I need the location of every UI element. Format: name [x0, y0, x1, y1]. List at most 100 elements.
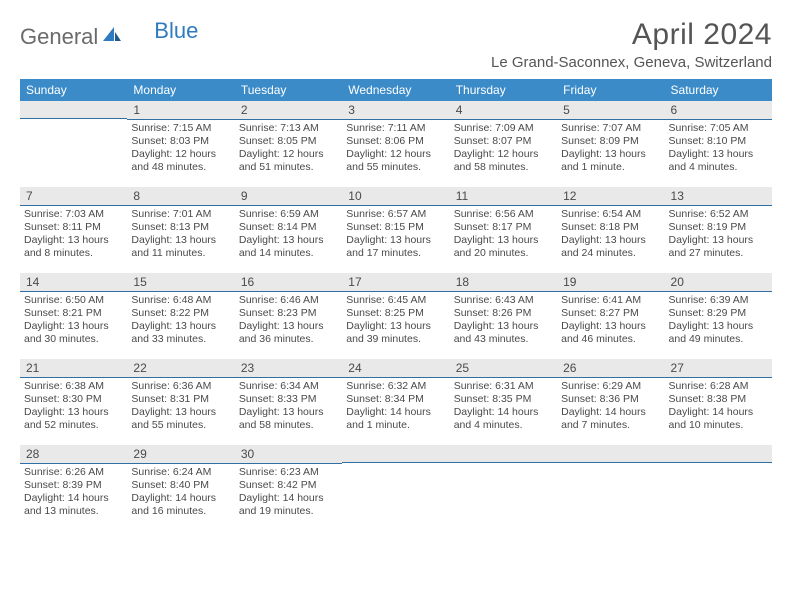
calendar-day-cell: 30Sunrise: 6:23 AMSunset: 8:42 PMDayligh…: [235, 445, 342, 531]
daylight-line2: and 19 minutes.: [239, 505, 338, 518]
day-number: 9: [235, 187, 342, 206]
calendar-day-cell: [342, 445, 449, 531]
day-number: 1: [127, 101, 234, 120]
daylight-line2: and 1 minute.: [561, 161, 660, 174]
sunset-text: Sunset: 8:17 PM: [454, 221, 553, 234]
day-number: 29: [127, 445, 234, 464]
calendar-day-cell: 18Sunrise: 6:43 AMSunset: 8:26 PMDayligh…: [450, 273, 557, 359]
daylight-line2: and 39 minutes.: [346, 333, 445, 346]
day-details: Sunrise: 6:45 AMSunset: 8:25 PMDaylight:…: [342, 292, 449, 351]
sunrise-text: Sunrise: 6:57 AM: [346, 208, 445, 221]
calendar-day-cell: 7Sunrise: 7:03 AMSunset: 8:11 PMDaylight…: [20, 187, 127, 273]
sunset-text: Sunset: 8:39 PM: [24, 479, 123, 492]
sunset-text: Sunset: 8:30 PM: [24, 393, 123, 406]
sunset-text: Sunset: 8:07 PM: [454, 135, 553, 148]
daylight-line1: Daylight: 13 hours: [561, 148, 660, 161]
sunrise-text: Sunrise: 6:59 AM: [239, 208, 338, 221]
day-details: Sunrise: 6:39 AMSunset: 8:29 PMDaylight:…: [665, 292, 772, 351]
sunset-text: Sunset: 8:31 PM: [131, 393, 230, 406]
sunrise-text: Sunrise: 6:29 AM: [561, 380, 660, 393]
daylight-line1: Daylight: 13 hours: [561, 320, 660, 333]
dow-thursday: Thursday: [450, 79, 557, 101]
calendar-day-cell: 2Sunrise: 7:13 AMSunset: 8:05 PMDaylight…: [235, 101, 342, 187]
sunset-text: Sunset: 8:29 PM: [669, 307, 768, 320]
location-subtitle: Le Grand-Saconnex, Geneva, Switzerland: [491, 54, 772, 71]
day-number: 12: [557, 187, 664, 206]
sunrise-text: Sunrise: 6:52 AM: [669, 208, 768, 221]
day-details: Sunrise: 6:34 AMSunset: 8:33 PMDaylight:…: [235, 378, 342, 437]
sunrise-text: Sunrise: 6:23 AM: [239, 466, 338, 479]
sunrise-text: Sunrise: 7:07 AM: [561, 122, 660, 135]
day-details: Sunrise: 6:24 AMSunset: 8:40 PMDaylight:…: [127, 464, 234, 523]
day-details: Sunrise: 6:57 AMSunset: 8:15 PMDaylight:…: [342, 206, 449, 265]
daylight-line1: Daylight: 12 hours: [131, 148, 230, 161]
daylight-line2: and 11 minutes.: [131, 247, 230, 260]
sunrise-text: Sunrise: 6:36 AM: [131, 380, 230, 393]
daylight-line1: Daylight: 12 hours: [454, 148, 553, 161]
daylight-line1: Daylight: 12 hours: [239, 148, 338, 161]
day-details: Sunrise: 7:13 AMSunset: 8:05 PMDaylight:…: [235, 120, 342, 179]
dow-sunday: Sunday: [20, 79, 127, 101]
sunset-text: Sunset: 8:34 PM: [346, 393, 445, 406]
calendar-day-cell: [450, 445, 557, 531]
daylight-line2: and 4 minutes.: [669, 161, 768, 174]
daylight-line1: Daylight: 13 hours: [669, 320, 768, 333]
day-number: 28: [20, 445, 127, 464]
day-number: 2: [235, 101, 342, 120]
calendar-day-cell: 5Sunrise: 7:07 AMSunset: 8:09 PMDaylight…: [557, 101, 664, 187]
day-details: Sunrise: 6:46 AMSunset: 8:23 PMDaylight:…: [235, 292, 342, 351]
day-number: 8: [127, 187, 234, 206]
sunrise-text: Sunrise: 7:09 AM: [454, 122, 553, 135]
sunrise-text: Sunrise: 6:26 AM: [24, 466, 123, 479]
daylight-line2: and 36 minutes.: [239, 333, 338, 346]
daylight-line2: and 33 minutes.: [131, 333, 230, 346]
daylight-line1: Daylight: 13 hours: [669, 148, 768, 161]
day-details: Sunrise: 7:01 AMSunset: 8:13 PMDaylight:…: [127, 206, 234, 265]
sunrise-text: Sunrise: 7:03 AM: [24, 208, 123, 221]
sunrise-text: Sunrise: 6:31 AM: [454, 380, 553, 393]
daylight-line1: Daylight: 13 hours: [131, 406, 230, 419]
sunset-text: Sunset: 8:11 PM: [24, 221, 123, 234]
calendar-day-cell: 17Sunrise: 6:45 AMSunset: 8:25 PMDayligh…: [342, 273, 449, 359]
daylight-line2: and 49 minutes.: [669, 333, 768, 346]
day-details: Sunrise: 6:43 AMSunset: 8:26 PMDaylight:…: [450, 292, 557, 351]
day-details: Sunrise: 7:15 AMSunset: 8:03 PMDaylight:…: [127, 120, 234, 179]
calendar-day-cell: [20, 101, 127, 187]
day-number: 30: [235, 445, 342, 464]
daylight-line1: Daylight: 13 hours: [454, 320, 553, 333]
sunrise-text: Sunrise: 6:50 AM: [24, 294, 123, 307]
calendar-week-row: 28 Sunrise: 6:26 AMSunset: 8:39 PMDayligh…: [20, 445, 772, 531]
day-number: 25: [450, 359, 557, 378]
daylight-line2: and 14 minutes.: [239, 247, 338, 260]
daylight-line2: and 27 minutes.: [669, 247, 768, 260]
day-number: [557, 445, 664, 463]
day-details: Sunrise: 6:50 AMSunset: 8:21 PMDaylight:…: [20, 292, 127, 351]
calendar-table: Sunday Monday Tuesday Wednesday Thursday…: [20, 79, 772, 531]
daylight-line2: and 52 minutes.: [24, 419, 123, 432]
sunset-text: Sunset: 8:25 PM: [346, 307, 445, 320]
day-details: Sunrise: 6:29 AMSunset: 8:36 PMDaylight:…: [557, 378, 664, 437]
daylight-line2: and 58 minutes.: [454, 161, 553, 174]
calendar-day-cell: 27Sunrise: 6:28 AMSunset: 8:38 PMDayligh…: [665, 359, 772, 445]
day-details: Sunrise: 6:32 AMSunset: 8:34 PMDaylight:…: [342, 378, 449, 437]
sunrise-text: Sunrise: 6:46 AM: [239, 294, 338, 307]
calendar-week-row: 7Sunrise: 7:03 AMSunset: 8:11 PMDaylight…: [20, 187, 772, 273]
daylight-line1: Daylight: 13 hours: [454, 234, 553, 247]
daylight-line1: Daylight: 13 hours: [239, 320, 338, 333]
day-details: Sunrise: 6:41 AMSunset: 8:27 PMDaylight:…: [557, 292, 664, 351]
calendar-day-cell: 16Sunrise: 6:46 AMSunset: 8:23 PMDayligh…: [235, 273, 342, 359]
day-details: Sunrise: 6:23 AMSunset: 8:42 PMDaylight:…: [235, 464, 342, 523]
sunrise-text: Sunrise: 6:43 AM: [454, 294, 553, 307]
sunrise-text: Sunrise: 6:39 AM: [669, 294, 768, 307]
daylight-line1: Daylight: 14 hours: [454, 406, 553, 419]
calendar-day-cell: 1Sunrise: 7:15 AMSunset: 8:03 PMDaylight…: [127, 101, 234, 187]
daylight-line1: Daylight: 13 hours: [24, 234, 123, 247]
daylight-line1: Daylight: 14 hours: [24, 492, 123, 505]
sunrise-text: Sunrise: 6:28 AM: [669, 380, 768, 393]
sunset-text: Sunset: 8:36 PM: [561, 393, 660, 406]
day-number: 3: [342, 101, 449, 120]
day-number: [342, 445, 449, 463]
day-number: 17: [342, 273, 449, 292]
daylight-line1: Daylight: 13 hours: [24, 406, 123, 419]
day-details: Sunrise: 7:03 AMSunset: 8:11 PMDaylight:…: [20, 206, 127, 265]
